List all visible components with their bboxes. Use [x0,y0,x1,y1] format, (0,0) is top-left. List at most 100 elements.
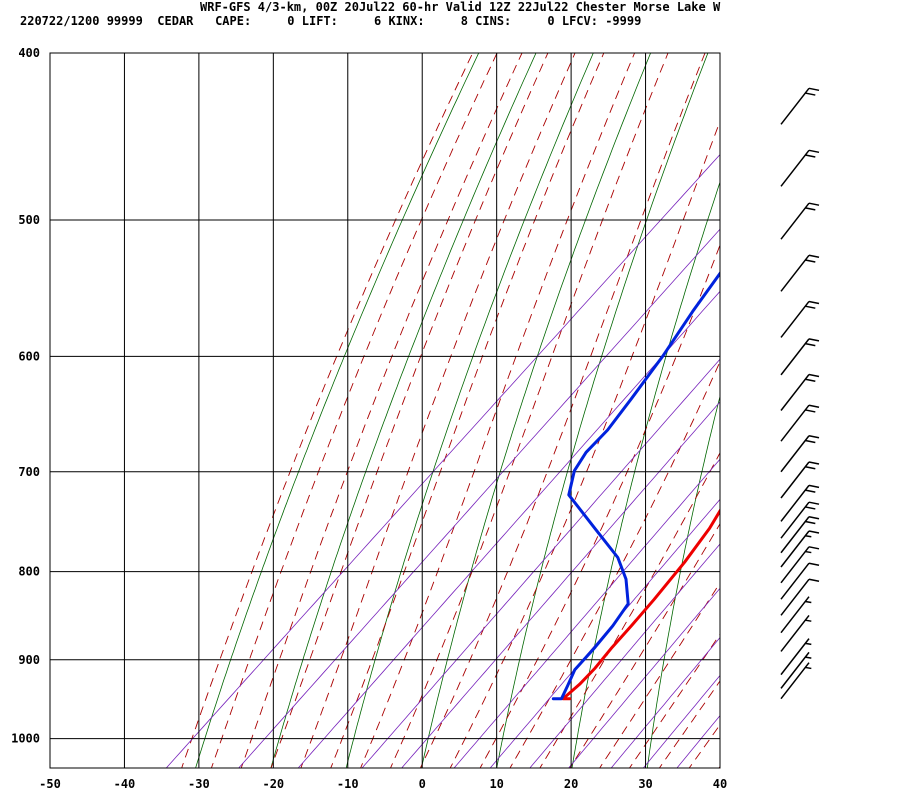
wind-barb-flag [805,489,816,493]
dry-adiabat-line [722,44,883,772]
wind-barb-flag [808,562,820,566]
wind-barb-half-flag [805,666,812,670]
wind-barb-staff [780,530,810,568]
plot-frame [49,52,721,769]
wind-barb-flag [808,546,820,550]
mixing-ratio-line [610,636,720,768]
wind-barb-staff [780,614,810,652]
mixing-ratio-line [642,674,720,768]
wind-barb-flag [808,87,820,92]
mixing-ratio-line [568,587,720,768]
y-tick-label: 400 [18,46,40,60]
y-tick-label: 900 [18,653,40,667]
chart-title: WRF-GFS 4/3-km, 00Z 20Jul22 60-hr Valid … [200,0,721,14]
x-tick-label: 20 [564,777,578,791]
moist-adiabat-line [300,53,576,768]
x-tick-label: 0 [419,777,426,791]
mixing-ratio-line [165,153,720,768]
moist-adiabat-line [449,120,720,768]
mixing-ratio-line [297,290,720,768]
moist-adiabat-line [181,53,474,768]
wind-barb [780,338,820,376]
moist-adiabat-line [718,765,720,768]
wind-barb-flag [808,338,820,342]
x-tick-label: -40 [114,777,136,791]
wind-barb [780,530,820,568]
mixing-ratio-line [238,228,720,768]
dry-adiabat-line [646,394,720,768]
wind-barb-half-flag [805,550,812,554]
y-tick-label: 800 [18,565,40,579]
wind-barb [780,662,812,700]
wind-barb-staff [780,435,810,473]
dry-adiabat-line [798,44,900,772]
wind-barb [780,254,820,292]
thermodynamic-background [165,44,900,772]
y-tick-label: 1000 [11,732,40,746]
wind-barb-staff [780,562,810,600]
wind-barb-flag [805,259,816,263]
wind-barb-flag [805,207,816,211]
wind-barbs [780,87,820,700]
wind-barb-flag [808,254,820,259]
wind-barb-staff [780,404,810,442]
moist-adiabat-line [658,680,720,768]
wind-barb-staff [780,338,810,376]
wind-barb-flag [805,409,816,413]
wind-barb-flag [808,530,820,534]
wind-barb [780,578,820,616]
y-tick-label: 500 [18,213,40,227]
moist-adiabat-line [599,581,720,768]
moist-adiabat-line [419,53,706,768]
moist-adiabat-line [746,44,900,772]
x-tick-label: 40 [713,777,727,791]
wind-barb-flag [805,439,816,444]
wind-barb [780,461,820,499]
wind-barb-staff [780,202,810,240]
moist-adiabat-line [688,723,720,768]
moist-adiabat-line [270,53,549,768]
moist-adiabat-line [539,451,720,768]
moist-adiabat-line [509,360,720,768]
dry-adiabat-line [496,53,709,768]
wind-barb-staff [780,578,810,616]
moist-adiabat-line [360,53,636,768]
x-tick-label: -30 [188,777,210,791]
wind-barb [780,404,820,442]
wind-barb-half-flag [805,642,812,646]
wind-barb-staff [780,638,810,676]
x-tick-label: -20 [262,777,284,791]
moist-adiabat-line [479,243,720,768]
temperature-axis: -50 -40 -30 -20 -10 0 10 20 30 40 [39,777,727,791]
wind-barb-staff [780,301,810,338]
mixing-ratio-line [489,498,720,768]
wind-barb [780,373,820,411]
mixing-ratio-line [453,458,720,768]
wind-barb-staff [780,516,810,554]
wind-barb-half-flag [805,619,812,622]
y-tick-label: 700 [18,465,40,479]
wind-barb-half-flag [805,600,812,604]
wind-barb [780,546,820,584]
wind-barb-staff [780,87,810,125]
wind-barb [780,638,812,676]
dry-adiabat-line [345,53,594,768]
wind-barb [780,87,820,125]
dry-adiabat-line [420,53,652,768]
wind-barb-staff [780,501,810,539]
temperature-trace [561,508,720,701]
chart-subtitle-indices: 220722/1200 99999 CEDAR CAPE: 0 LIFT: 6 … [20,14,642,28]
dry-adiabat-line [571,180,720,768]
wind-barb-flag [808,149,820,154]
wind-barb-flag [808,515,820,520]
wind-barb-flag [808,300,820,305]
wind-barb-flag [805,378,816,382]
wind-barb-staff [780,484,810,522]
wind-barb [780,651,812,689]
wind-barb-flag [808,373,820,378]
dry-adiabat-line [195,53,480,768]
wind-barb-flag [805,506,816,510]
wind-barb-staff [780,546,810,584]
x-tick-label: -50 [39,777,61,791]
